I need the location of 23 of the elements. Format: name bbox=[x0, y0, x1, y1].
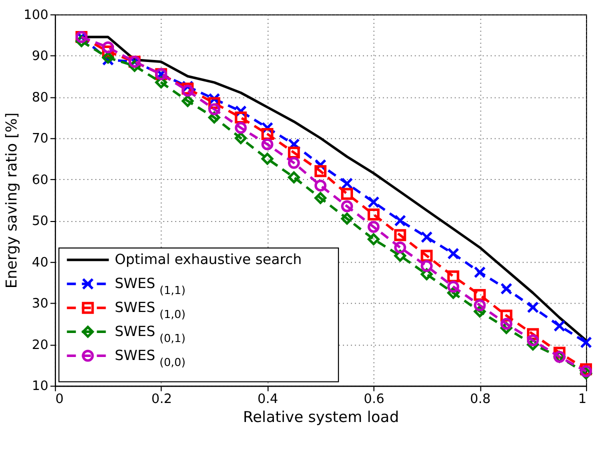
y-tick-label: 40 bbox=[32, 255, 48, 270]
x-tick-label: 0.8 bbox=[470, 392, 491, 408]
x-axis-title: Relative system load bbox=[242, 408, 399, 426]
legend-label: SWES(1,1) bbox=[114, 276, 186, 297]
y-axis-title: Energy saving ratio [%] bbox=[2, 112, 21, 289]
x-tick-label: 1 bbox=[578, 392, 587, 408]
x-tick-label: 0.4 bbox=[258, 392, 278, 408]
x-tick-label: 0.2 bbox=[151, 392, 172, 408]
x-tick-label: 0 bbox=[55, 392, 64, 408]
y-tick-label: 60 bbox=[32, 172, 48, 188]
legend-label: Optimal exhaustive search bbox=[114, 252, 302, 268]
y-tick-label: 100 bbox=[24, 8, 48, 23]
y-tick-label: 50 bbox=[32, 214, 48, 230]
y-tick-label: 90 bbox=[32, 49, 48, 64]
y-tick-label: 30 bbox=[32, 296, 48, 312]
legend-label: SWES(0,0) bbox=[114, 348, 186, 369]
y-tick-label: 80 bbox=[32, 90, 48, 106]
y-tick-label: 10 bbox=[32, 379, 48, 394]
legend-label: SWES(0,1) bbox=[114, 324, 186, 345]
y-tick-label: 70 bbox=[32, 132, 48, 147]
legend-label: SWES(1,0) bbox=[114, 300, 186, 321]
x-tick-label: 0.6 bbox=[364, 392, 384, 408]
y-tick-label: 20 bbox=[32, 338, 48, 353]
